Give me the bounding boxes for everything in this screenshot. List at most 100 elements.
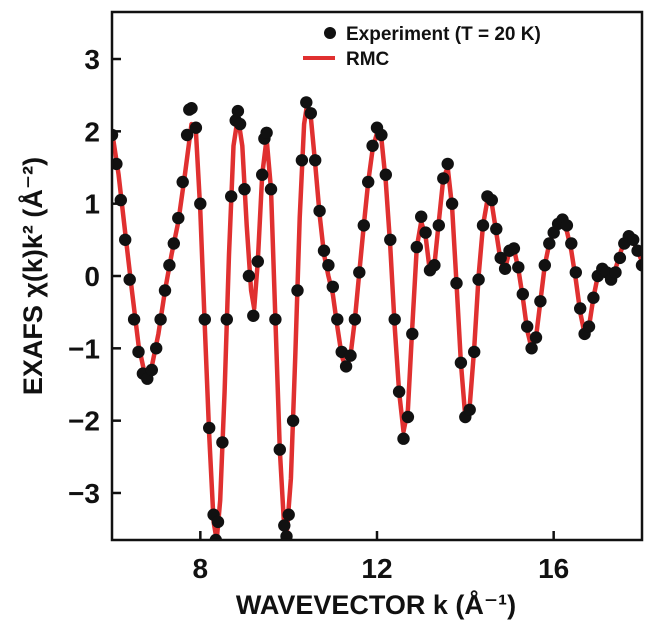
- experiment-point: [516, 287, 529, 301]
- x-axis-label: WAVEVECTOR k (Å⁻¹): [236, 589, 516, 620]
- experiment-point: [216, 436, 229, 449]
- y-tick-label: 3: [84, 44, 100, 75]
- experiment-point: [521, 320, 534, 333]
- experiment-point: [322, 259, 335, 272]
- experiment-point: [198, 313, 211, 326]
- experiment-point: [353, 266, 366, 279]
- experiment-point: [565, 237, 578, 250]
- y-tick-label: 1: [84, 189, 100, 220]
- experiment-point: [375, 128, 388, 142]
- experiment-point: [309, 154, 322, 167]
- experiment-point: [286, 414, 300, 427]
- experiment-point: [415, 210, 428, 223]
- experiment-point: [211, 515, 225, 529]
- experiment-point: [225, 190, 238, 203]
- experiment-point: [339, 360, 353, 373]
- experiment-point: [313, 204, 326, 218]
- experiment-point: [238, 183, 251, 196]
- experiment-point: [472, 273, 485, 286]
- experiment-point: [127, 313, 141, 326]
- experiment-point: [428, 259, 441, 272]
- legend-rmc-label: RMC: [346, 49, 390, 70]
- experiment-point: [282, 508, 295, 521]
- experiment-point: [485, 193, 498, 207]
- experiment-point: [273, 443, 286, 456]
- experiment-point: [366, 139, 379, 152]
- experiment-point: [209, 533, 222, 540]
- experiment-point: [569, 266, 582, 279]
- y-tick-label: 0: [84, 261, 100, 292]
- experiment-point: [384, 233, 397, 246]
- y-tick-label: −1: [68, 333, 100, 364]
- experiment-point: [260, 126, 273, 139]
- experiment-point: [401, 410, 415, 424]
- experiment-point: [445, 197, 459, 210]
- experiment-point: [280, 530, 293, 540]
- experiment-point: [468, 345, 481, 359]
- experiment-point: [463, 403, 476, 416]
- plot-frame: [110, 10, 644, 542]
- experiment-point: [326, 280, 339, 293]
- experiment-point: [582, 320, 596, 333]
- rmc-series: [112, 101, 642, 540]
- experiment-point: [454, 356, 468, 369]
- experiment-point: [233, 117, 247, 131]
- experiment-point: [185, 102, 198, 115]
- experiment-point: [432, 219, 445, 232]
- experiment-point: [114, 193, 128, 207]
- experiment-point: [180, 128, 194, 142]
- experiment-point: [331, 313, 344, 326]
- experiment-point: [627, 233, 640, 246]
- y-tick-label: −3: [68, 478, 100, 509]
- experiment-point: [176, 175, 189, 189]
- experiment-point: [379, 168, 392, 181]
- legend-experiment-marker: [324, 27, 336, 39]
- experiment-point: [635, 259, 642, 272]
- experiment-point: [534, 295, 547, 308]
- experiment-point: [507, 242, 521, 255]
- experiment-point: [574, 302, 587, 315]
- experiment-point: [490, 222, 503, 236]
- rmc-line: [112, 101, 642, 540]
- experiment-point: [344, 349, 357, 362]
- experiment-point: [494, 251, 507, 265]
- experiment-point: [145, 363, 158, 377]
- experiment-point: [357, 219, 370, 232]
- experiment-point: [154, 313, 167, 326]
- legend: Experiment (T = 20 K) RMC: [303, 24, 541, 70]
- experiment-point: [560, 219, 574, 232]
- experiment-point: [450, 277, 463, 290]
- experiment-point: [123, 273, 136, 286]
- experiment-point: [278, 519, 291, 532]
- experiment-point: [295, 154, 309, 167]
- experiment-point: [247, 309, 260, 322]
- experiment-point: [362, 175, 375, 189]
- experiment-point: [406, 327, 419, 341]
- experiment-point: [348, 313, 362, 326]
- experiment-point: [167, 237, 180, 250]
- experiment-point: [112, 157, 123, 171]
- experiment-point: [194, 197, 207, 210]
- experiment-point: [158, 284, 172, 297]
- y-tick-label: −2: [68, 406, 100, 437]
- experiment-point: [132, 345, 145, 359]
- experiment-point: [631, 244, 642, 257]
- experiment-point: [256, 168, 269, 181]
- experiment-point: [291, 284, 304, 297]
- experiment-point: [300, 96, 313, 109]
- experiment-point: [269, 313, 282, 326]
- x-tick-label: 8: [193, 553, 209, 584]
- experiment-point: [388, 313, 401, 326]
- experiment-point: [163, 259, 176, 272]
- experiment-point: [498, 262, 512, 275]
- experiment-point: [525, 342, 538, 355]
- experiment-point: [529, 331, 543, 344]
- experiment-point: [203, 421, 216, 435]
- experiment-point: [410, 240, 423, 254]
- experiment-point: [613, 251, 627, 265]
- experiment-point: [304, 107, 317, 120]
- y-tick-label: 2: [84, 116, 100, 147]
- experiment-series: [112, 96, 642, 540]
